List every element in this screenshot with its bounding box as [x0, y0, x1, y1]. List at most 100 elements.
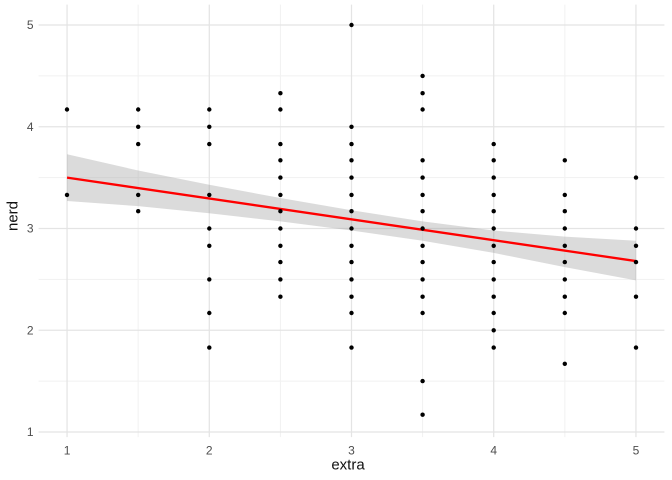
- data-point: [349, 294, 354, 299]
- data-point: [136, 141, 141, 147]
- data-point: [491, 158, 496, 163]
- data-point: [491, 310, 496, 316]
- data-point: [562, 158, 567, 163]
- data-point: [278, 209, 283, 214]
- data-point: [562, 259, 567, 265]
- data-point: [562, 243, 567, 248]
- data-point: [420, 378, 425, 384]
- data-point: [420, 310, 425, 316]
- data-point: [562, 277, 567, 282]
- data-point: [491, 277, 496, 282]
- data-point: [633, 226, 639, 231]
- data-point: [420, 91, 425, 96]
- y-tick-label: 2: [27, 323, 34, 337]
- data-point: [349, 259, 354, 265]
- regression-line: [66, 176, 637, 263]
- data-point: [136, 107, 141, 112]
- x-tick-label: 5: [633, 444, 640, 458]
- data-point: [207, 124, 212, 129]
- x-tick-label: 3: [348, 444, 355, 458]
- data-point: [491, 294, 496, 299]
- data-point: [136, 209, 141, 214]
- data-point: [349, 277, 354, 282]
- data-point: [633, 175, 639, 180]
- data-point: [420, 107, 425, 112]
- data-point: [491, 192, 496, 198]
- y-tick-label: 4: [27, 120, 34, 134]
- data-point: [278, 175, 283, 180]
- data-point: [136, 192, 141, 198]
- data-point: [278, 277, 283, 282]
- data-point: [562, 209, 567, 214]
- data-point: [491, 243, 496, 248]
- data-point: [562, 192, 567, 198]
- data-point: [420, 209, 425, 214]
- data-point: [207, 277, 212, 282]
- data-point: [349, 345, 354, 350]
- data-point: [207, 141, 212, 147]
- data-point: [278, 226, 283, 231]
- data-point: [491, 209, 496, 214]
- data-point: [349, 192, 354, 198]
- data-point: [207, 226, 212, 231]
- data-point: [349, 226, 354, 231]
- data-point: [349, 158, 354, 163]
- scatter-points: [64, 22, 639, 417]
- data-point: [136, 124, 141, 129]
- data-point: [207, 192, 212, 198]
- data-point: [64, 192, 70, 198]
- data-point: [64, 107, 70, 112]
- data-point: [491, 259, 496, 265]
- data-point: [207, 310, 212, 316]
- data-point: [491, 141, 496, 147]
- data-point: [349, 209, 354, 214]
- data-point: [420, 175, 425, 180]
- data-point: [420, 259, 425, 265]
- data-point: [491, 328, 496, 333]
- x-tick-label: 4: [490, 444, 497, 458]
- data-point: [633, 259, 639, 265]
- data-point: [278, 158, 283, 163]
- data-point: [349, 175, 354, 180]
- data-point: [349, 243, 354, 248]
- y-tick-label: 1: [27, 425, 34, 439]
- data-point: [278, 192, 283, 198]
- data-point: [207, 107, 212, 112]
- y-tick-label: 5: [27, 18, 34, 32]
- data-point: [278, 141, 283, 147]
- data-point: [420, 412, 425, 417]
- data-point: [633, 294, 639, 299]
- data-point: [562, 361, 567, 366]
- data-point: [207, 345, 212, 350]
- x-tick-label: 1: [64, 444, 71, 458]
- data-point: [420, 226, 425, 231]
- data-point: [278, 91, 283, 96]
- x-tick-label: 2: [206, 444, 213, 458]
- data-point: [491, 345, 496, 350]
- confidence-band: [67, 154, 636, 281]
- x-axis-title: extra: [331, 456, 365, 474]
- data-point: [562, 294, 567, 299]
- data-point: [349, 22, 354, 28]
- data-point: [420, 158, 425, 163]
- y-tick-label: 3: [27, 222, 34, 236]
- data-point: [562, 310, 567, 316]
- data-point: [278, 107, 283, 112]
- y-axis-title: nerd: [4, 200, 22, 232]
- data-point: [278, 243, 283, 248]
- data-point: [420, 243, 425, 248]
- data-point: [420, 192, 425, 198]
- data-point: [633, 345, 639, 350]
- data-point: [278, 259, 283, 265]
- data-point: [633, 243, 639, 248]
- data-point: [349, 310, 354, 316]
- data-point: [491, 226, 496, 231]
- data-point: [278, 294, 283, 299]
- data-point: [491, 175, 496, 180]
- data-point: [349, 141, 354, 147]
- tick-labels: 1 2 3 4 5 1 2 3 4 5: [27, 18, 640, 457]
- data-point: [562, 226, 567, 231]
- data-point: [207, 243, 212, 248]
